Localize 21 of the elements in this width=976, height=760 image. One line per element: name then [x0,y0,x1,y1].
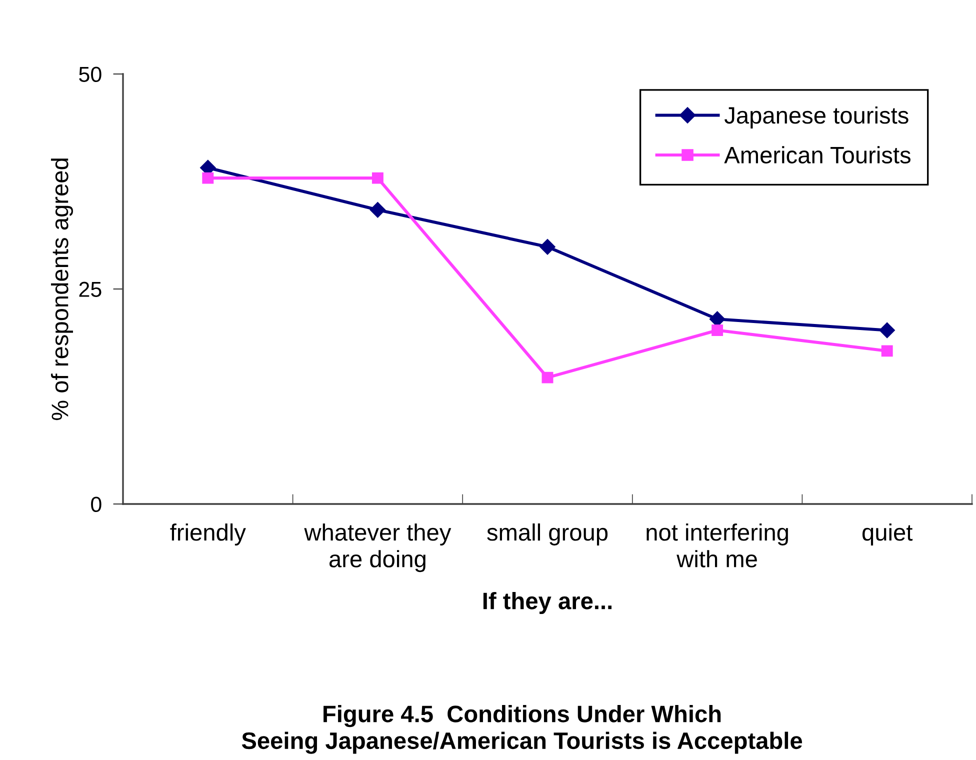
x-axis-title: If they are... [483,592,612,614]
point [540,238,556,255]
y-axis-title: % of respondents agreed [50,158,73,420]
x-tick-label: small group [487,523,608,546]
x-tick-label: quiet [862,523,913,546]
y-tick-label: 50 [79,66,102,82]
point [712,324,724,336]
y-tick-label: 0 [91,496,102,512]
point [202,172,214,184]
point [542,372,554,384]
x-tick-label: whatever they are doing [304,523,452,572]
point [372,172,384,184]
x-tick-label: friendly [170,523,246,546]
point [370,202,386,218]
point [879,322,895,338]
point [881,345,893,357]
legend-label: Japanese tourists [724,106,908,128]
y-tick-label: 25 [79,282,102,298]
x-tick-label: not interfering with me [646,523,788,568]
text: Figure 4.5 Conditions Under Which Seeing Japanese/American Tourists is Acceptable [242,705,802,754]
legend-label: American Tourists [724,146,910,164]
